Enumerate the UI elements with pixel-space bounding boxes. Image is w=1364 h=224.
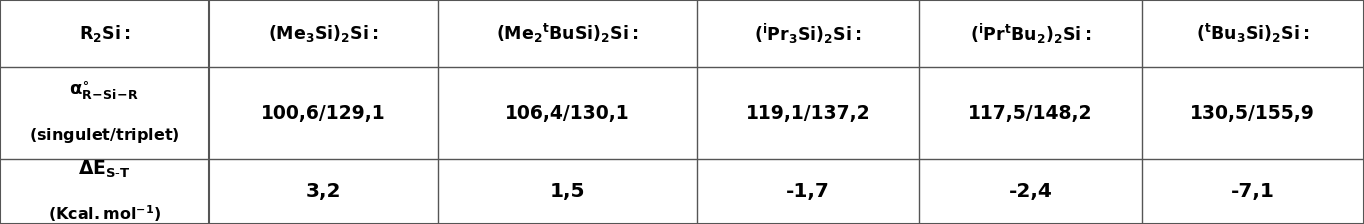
Text: $\mathbf{\alpha_{R\!-\!Si\!-\!R}^{\circ}}$: $\mathbf{\alpha_{R\!-\!Si\!-\!R}^{\circ}…	[70, 80, 139, 102]
Text: $\mathbf{(Kcal.mol^{-1})}$: $\mathbf{(Kcal.mol^{-1})}$	[48, 204, 161, 224]
Text: 119,1/137,2: 119,1/137,2	[746, 104, 870, 123]
Text: $\mathbf{(^iPr{^tBu_2})_2Si:}$: $\mathbf{(^iPr{^tBu_2})_2Si:}$	[970, 22, 1091, 46]
Text: $\mathbf{(Me_3Si)_2Si:}$: $\mathbf{(Me_3Si)_2Si:}$	[267, 23, 379, 44]
Text: 1,5: 1,5	[550, 182, 585, 201]
Text: 106,4/130,1: 106,4/130,1	[505, 104, 630, 123]
Text: 3,2: 3,2	[306, 182, 341, 201]
Text: 117,5/148,2: 117,5/148,2	[968, 104, 1093, 123]
Text: $\mathbf{(singulet/triplet)}$: $\mathbf{(singulet/triplet)}$	[29, 126, 180, 145]
Text: -2,4: -2,4	[1008, 182, 1053, 201]
Text: $\mathbf{R_2Si:}$: $\mathbf{R_2Si:}$	[79, 23, 130, 44]
Text: $\mathbf{(^tBu_3Si)_2Si:}$: $\mathbf{(^tBu_3Si)_2Si:}$	[1196, 22, 1309, 45]
Text: $\mathbf{\Delta E_{S\text{-}T}}$: $\mathbf{\Delta E_{S\text{-}T}}$	[78, 158, 131, 180]
Text: -7,1: -7,1	[1230, 182, 1275, 201]
Text: $\mathbf{(^iPr_3Si)_2Si:}$: $\mathbf{(^iPr_3Si)_2Si:}$	[754, 22, 862, 46]
Text: 100,6/129,1: 100,6/129,1	[261, 104, 386, 123]
Text: -1,7: -1,7	[786, 182, 831, 201]
Text: 130,5/155,9: 130,5/155,9	[1191, 104, 1315, 123]
Text: $\mathbf{(Me_2{^tBu}Si)_2Si:}$: $\mathbf{(Me_2{^tBu}Si)_2Si:}$	[496, 22, 638, 45]
